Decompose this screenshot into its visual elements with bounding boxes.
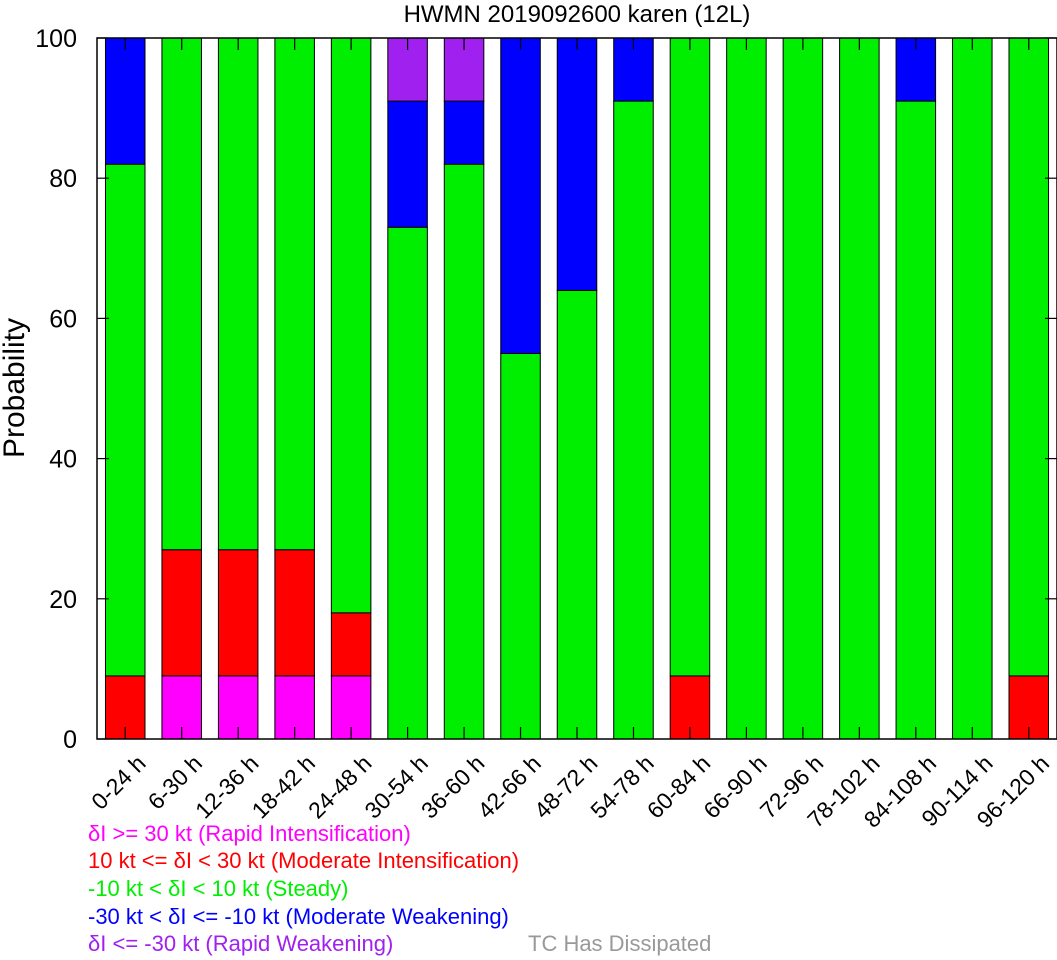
bar-segment-90-114-h-series-2 [952,37,993,740]
bar-segment-36-60-h-series-3 [443,100,485,165]
bar-segment-0-24-h-series-3 [104,37,146,165]
bar-segment-72-96-h-series-2 [782,37,824,740]
bar-segment-54-78-h-series-2 [613,100,654,740]
bar-segment-84-108-h-series-2 [895,100,937,740]
bar-segment-60-84-h-series-2 [669,37,711,677]
bar-segment-48-72-h-series-3 [556,37,598,291]
legend-entry-steady: -10 kt < δI < 10 kt (Steady) [88,876,349,901]
bar-segment-18-42-h-series-1 [274,549,315,677]
legend-entry-moderate-weakening: -30 kt < δI <= -10 kt (Moderate Weakenin… [88,904,509,929]
chart-title: HWMN 2019092600 karen (12L) [404,1,751,28]
bar-segment-30-54-h-series-2 [387,226,428,740]
bar-segment-24-48-h-series-1 [330,612,372,677]
legend-entry-tc-dissipated: TC Has Dissipated [528,931,712,956]
bar-segment-96-120-h-series-2 [1008,37,1050,677]
bar-segment-78-102-h-series-2 [839,37,880,740]
bar-segment-42-66-h-series-2 [500,352,541,740]
y-tick-label: 20 [49,586,77,614]
bar-segment-66-90-h-series-2 [726,37,767,740]
legend-entry-rapid-weakening: δI <= -30 kt (Rapid Weakening) [88,931,394,956]
y-tick-label: 40 [49,446,77,474]
y-tick-label: 80 [49,165,77,193]
bar-segment-6-30-h-series-1 [161,549,202,677]
bar-segment-0-24-h-series-2 [104,163,146,677]
y-tick-label: 60 [49,305,77,333]
bar-segment-42-66-h-series-3 [500,37,541,354]
bar-segment-12-36-h-series-1 [217,549,259,677]
bar-segment-24-48-h-series-2 [330,37,372,614]
y-axis-label: Probability [0,318,31,458]
y-tick-label: 100 [35,25,77,53]
bar-segment-12-36-h-series-2 [217,37,259,551]
x-tick-label: 0-24 h [86,750,151,815]
bar-segment-6-30-h-series-2 [161,37,202,551]
bar-segment-18-42-h-series-2 [274,37,315,551]
legend-entry-rapid-intensification: δI >= 30 kt (Rapid Intensification) [88,821,411,846]
bar-segment-30-54-h-series-3 [387,100,428,228]
bar-segment-36-60-h-series-2 [443,163,485,740]
bars-layer [104,37,1050,740]
y-tick-label: 0 [63,726,77,754]
legend-entry-moderate-intensification: 10 kt <= δI < 30 kt (Moderate Intensific… [88,848,520,873]
bar-segment-48-72-h-series-2 [556,289,598,740]
